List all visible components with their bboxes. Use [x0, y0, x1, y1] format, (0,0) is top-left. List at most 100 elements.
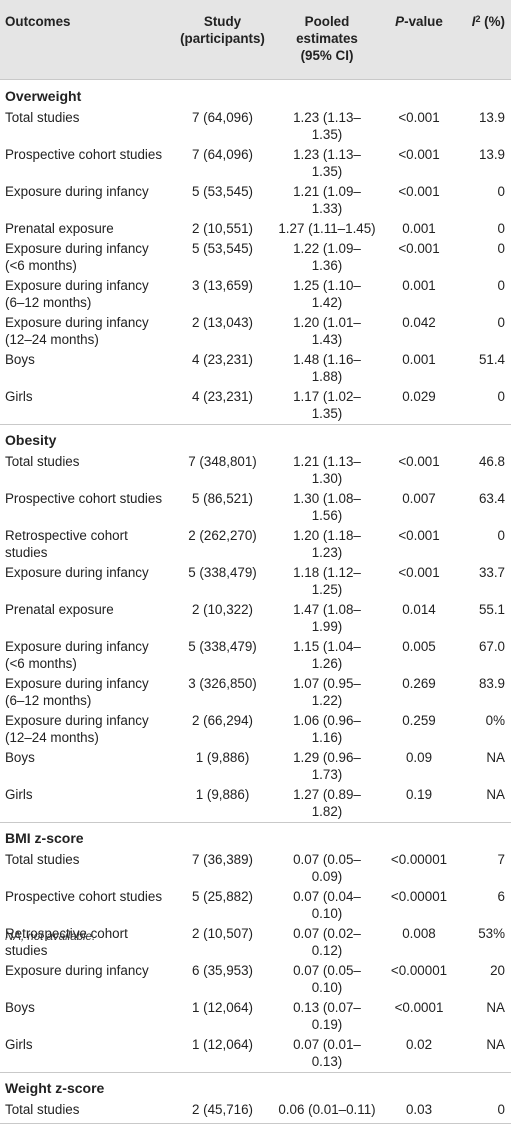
- outcome-label: Exposure during infancy (12–24 months): [5, 713, 149, 745]
- table-row: Prospective cohort studies 5 (25,882) 0.07…: [0, 887, 511, 924]
- outcome-label: Exposure during infancy: [5, 565, 149, 580]
- outcome-label: Retrospective cohort studies: [5, 528, 128, 560]
- i2-value: 0%: [485, 713, 505, 728]
- p-value: <0.001: [398, 565, 440, 580]
- p-value: <0.001: [398, 454, 440, 469]
- pooled-estimate: 1.29 (0.96–1.73): [293, 750, 361, 782]
- p-value: <0.00001: [390, 963, 448, 978]
- table-row: Exposure during infancy (6–12 months) 3 (…: [0, 674, 511, 711]
- pooled-estimate: 1.22 (1.09–1.36): [293, 241, 361, 273]
- i2-value: 0: [497, 528, 505, 543]
- pooled-estimate: 1.21 (1.13–1.30): [293, 454, 361, 486]
- table-row: Exposure during infancy 5 (338,479) 1.18 (…: [0, 563, 511, 600]
- pooled-estimate: 0.06 (0.01–0.11): [278, 1102, 376, 1117]
- table-header: Outcomes Study (participants) Pooled esti…: [0, 0, 511, 80]
- outcome-label: Total studies: [5, 110, 80, 125]
- p-value: <0.001: [398, 184, 440, 199]
- study-participants: 2 (45,716): [191, 1102, 254, 1117]
- study-participants: 1 (12,064): [191, 1037, 254, 1052]
- study-participants: 2 (13,043): [191, 315, 254, 330]
- p-value: 0.007: [402, 491, 436, 506]
- table-row: Girls 1 (12,064) 0.07 (0.01–0.13) 0.02 NA: [0, 1035, 511, 1073]
- p-value: 0.19: [405, 787, 433, 802]
- study-participants: 2 (66,294): [191, 713, 254, 728]
- header-pooled-line1: Pooled: [304, 14, 350, 29]
- study-participants: 2 (10,507): [191, 926, 254, 941]
- p-value: <0.001: [398, 110, 440, 125]
- table-bottom-rule: [0, 1122, 511, 1124]
- table-row: Total studies 2 (45,716) 0.06 (0.01–0.11) 0…: [0, 1100, 511, 1120]
- header-pooled-line2: estimates: [296, 31, 358, 46]
- outcome-label: Total studies: [5, 852, 80, 867]
- study-participants: 2 (10,551): [191, 221, 254, 236]
- pooled-estimate: 0.07 (0.01–0.13): [293, 1037, 361, 1069]
- study-participants: 1 (9,886): [195, 787, 250, 802]
- i2-value: 7: [497, 852, 505, 867]
- p-value: 0.02: [405, 1037, 433, 1052]
- outcome-label: Boys: [5, 1000, 35, 1015]
- section-title: Obesity: [0, 423, 511, 452]
- i2-value: 0: [497, 241, 505, 256]
- table-row: Girls 1 (9,886) 1.27 (0.89–1.82) 0.19 NA: [0, 785, 511, 823]
- pooled-estimate: 1.20 (1.01–1.43): [293, 315, 361, 347]
- study-participants: 6 (35,953): [191, 963, 254, 978]
- i2-value: 6: [497, 889, 505, 904]
- study-participants: 5 (338,479): [188, 565, 257, 580]
- p-value: 0.008: [402, 926, 436, 941]
- i2-value: NA: [486, 1037, 505, 1052]
- outcome-label: Exposure during infancy (6–12 months): [5, 676, 149, 708]
- outcome-label: Prospective cohort studies: [5, 491, 163, 506]
- pooled-estimate: 1.25 (1.10–1.42): [293, 278, 361, 310]
- study-participants: 1 (9,886): [195, 750, 250, 765]
- header-study: Study (participants): [171, 0, 274, 80]
- p-value: <0.001: [398, 241, 440, 256]
- table-row: Exposure during infancy (<6 months) 5 (53…: [0, 239, 511, 276]
- pooled-estimate: 1.23 (1.13–1.35): [293, 110, 361, 142]
- study-participants: 4 (23,231): [191, 352, 254, 367]
- table-row: Girls 4 (23,231) 1.17 (1.02–1.35) 0.029 0: [0, 387, 511, 425]
- p-value: 0.042: [402, 315, 436, 330]
- outcome-label: Girls: [5, 389, 33, 404]
- outcome-label: Total studies: [5, 454, 80, 469]
- study-participants: 5 (25,882): [191, 889, 254, 904]
- p-value: 0.001: [402, 221, 436, 236]
- study-participants: 7 (64,096): [191, 110, 254, 125]
- p-value: 0.09: [405, 750, 433, 765]
- i2-value: 13.9: [478, 110, 505, 125]
- table-row: Boys 4 (23,231) 1.48 (1.16–1.88) 0.001 51.4: [0, 350, 511, 387]
- pooled-estimate: 1.07 (0.95–1.22): [293, 676, 361, 708]
- pooled-estimate: 1.06 (0.96–1.16): [293, 713, 361, 745]
- section-title: Weight z-score: [0, 1071, 511, 1100]
- i2-value: 0: [497, 389, 505, 404]
- pooled-estimate: 1.47 (1.08–1.99): [293, 602, 361, 634]
- i2-value: 0: [497, 1102, 505, 1117]
- outcome-label: Boys: [5, 750, 35, 765]
- table-row: Boys 1 (12,064) 0.13 (0.07–0.19) <0.0001 NA: [0, 998, 511, 1035]
- i2-value: NA: [486, 787, 505, 802]
- pooled-estimate: 1.18 (1.12–1.25): [293, 565, 361, 597]
- i2-value: 83.9: [478, 676, 505, 691]
- pooled-estimate: 1.17 (1.02–1.35): [293, 389, 361, 421]
- pooled-estimate: 1.20 (1.18–1.23): [293, 528, 361, 560]
- i2-value: 55.1: [478, 602, 505, 617]
- outcome-label: Total studies: [5, 1102, 80, 1117]
- table-footnote: NA, not available.: [5, 931, 96, 943]
- outcome-label: Prospective cohort studies: [5, 147, 163, 162]
- header-outcomes: Outcomes: [0, 0, 171, 80]
- table-row: Retrospective cohort studies 2 (10,507) 0.…: [0, 924, 511, 961]
- study-participants: 2 (262,270): [188, 528, 257, 543]
- pooled-estimate: 1.27 (0.89–1.82): [293, 787, 361, 819]
- section-title: BMI z-score: [0, 821, 511, 850]
- table-row: Exposure during infancy 5 (53,545) 1.21 (1…: [0, 182, 511, 219]
- outcome-label: Boys: [5, 352, 35, 367]
- study-participants: 7 (36,389): [191, 852, 254, 867]
- i2-value: 33.7: [478, 565, 505, 580]
- i2-value: 0: [497, 278, 505, 293]
- study-participants: 3 (13,659): [191, 278, 254, 293]
- p-value: 0.001: [402, 352, 436, 367]
- study-participants: 7 (64,096): [191, 147, 254, 162]
- p-value: <0.00001: [390, 852, 448, 867]
- study-participants: 7 (348,801): [188, 454, 257, 469]
- study-participants: 5 (53,545): [191, 184, 254, 199]
